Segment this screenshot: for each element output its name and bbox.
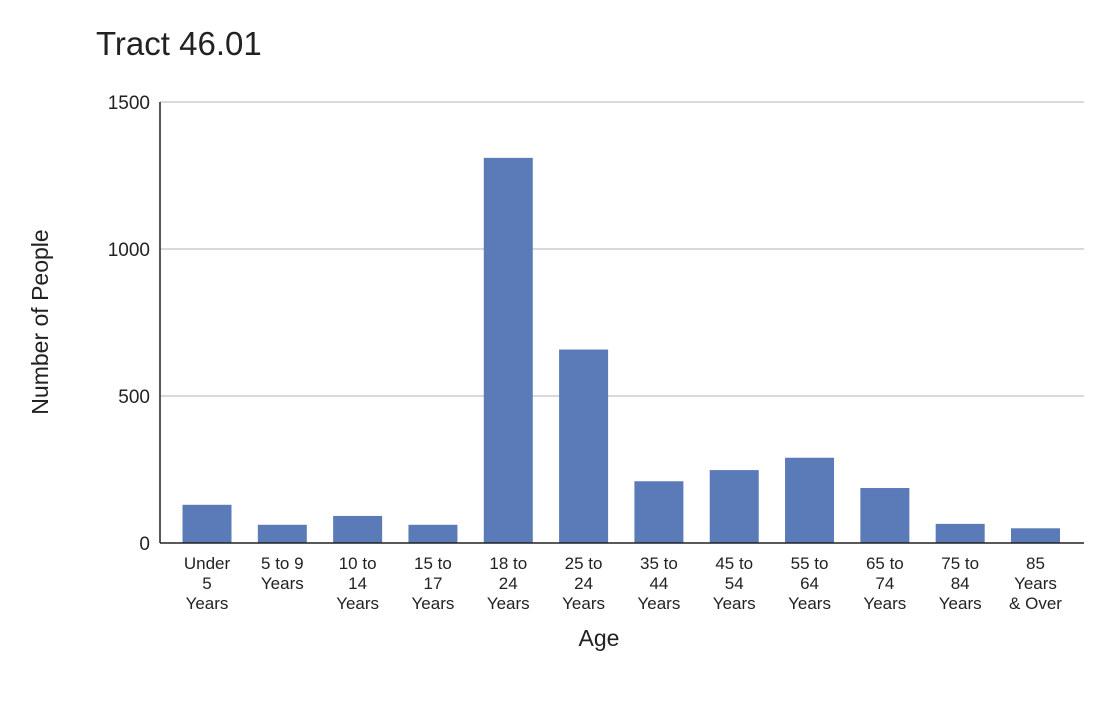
bars xyxy=(182,157,1060,544)
x-category-label: Under 5 Years xyxy=(184,554,231,613)
x-category-label: 25 to 24 Years xyxy=(562,554,605,613)
x-category-label-line: 54 xyxy=(725,574,744,593)
y-tick-label: 500 xyxy=(118,387,150,408)
x-category-label-line: Under xyxy=(184,554,231,573)
x-axis-title: Age xyxy=(579,625,620,651)
x-category-label-line: Years xyxy=(1014,574,1057,593)
x-category-label-line: Years xyxy=(412,594,455,613)
x-category-label-line: Years xyxy=(863,594,906,613)
x-category-label-line: 25 to xyxy=(565,554,603,573)
x-category-label-line: 17 xyxy=(423,574,442,593)
bar xyxy=(408,524,458,543)
x-category-label-line: 15 to xyxy=(414,554,452,573)
x-category-label-line: 45 to xyxy=(715,554,753,573)
x-category-label-line: & Over xyxy=(1009,594,1062,613)
x-category-label-line: 24 xyxy=(499,574,518,593)
x-category-label-line: Years xyxy=(336,594,379,613)
bar xyxy=(785,457,835,543)
x-category-label-line: Years xyxy=(186,594,229,613)
x-category-label-line: 75 to xyxy=(941,554,979,573)
x-category-label-line: Years xyxy=(637,594,680,613)
x-category-label-line: Years xyxy=(261,574,304,593)
x-category-label-line: 84 xyxy=(951,574,970,593)
x-category-label-line: 5 to 9 xyxy=(261,554,304,573)
y-tick-label: 0 xyxy=(139,534,150,555)
x-category-label-line: 5 xyxy=(202,574,211,593)
y-tick-label: 1500 xyxy=(108,93,150,114)
x-category-label: 55 to 64 Years xyxy=(788,554,831,613)
bar xyxy=(182,504,232,543)
x-category-label: 65 to 74 Years xyxy=(863,554,906,613)
x-category-label-line: 44 xyxy=(649,574,668,593)
x-category-label-line: 14 xyxy=(348,574,367,593)
x-category-label-line: 74 xyxy=(875,574,894,593)
y-axis-title: Number of People xyxy=(27,229,53,414)
x-category-label: 15 to 17 Years xyxy=(412,554,455,613)
y-tick-label: 1000 xyxy=(108,240,150,261)
x-category-label-line: Years xyxy=(713,594,756,613)
x-category-label-line: 18 to xyxy=(489,554,527,573)
x-category-label: 85 Years & Over xyxy=(1009,554,1062,613)
x-category-label-line: 65 to xyxy=(866,554,904,573)
bar xyxy=(634,481,684,543)
x-category-label-line: 55 to xyxy=(791,554,829,573)
bar xyxy=(935,523,985,543)
x-category-label: 35 to 44 Years xyxy=(637,554,680,613)
bar xyxy=(257,524,307,543)
x-category-label-line: Years xyxy=(487,594,530,613)
x-category-label-line: 10 to xyxy=(339,554,377,573)
x-category-label: 18 to 24 Years xyxy=(487,554,530,613)
x-category-label-line: 35 to xyxy=(640,554,678,573)
bar xyxy=(483,157,533,544)
y-axis-ticks: 0 500 1000 1500 xyxy=(108,93,150,555)
x-category-label-line: 24 xyxy=(574,574,593,593)
x-category-label: 45 to 54 Years xyxy=(713,554,756,613)
x-category-label-line: 64 xyxy=(800,574,819,593)
x-category-label-line: Years xyxy=(788,594,831,613)
bar xyxy=(860,488,910,543)
x-category-label: 75 to 84 Years xyxy=(939,554,982,613)
x-category-label: 5 to 9 Years xyxy=(261,554,304,593)
x-category-label: 10 to 14 Years xyxy=(336,554,379,613)
bar xyxy=(1011,528,1060,543)
chart-title: Tract 46.01 xyxy=(96,25,262,62)
x-category-label-line: 85 xyxy=(1026,554,1045,573)
bar xyxy=(333,515,383,543)
x-category-label-line: Years xyxy=(562,594,605,613)
gridlines xyxy=(160,101,1084,397)
bar xyxy=(559,349,609,543)
bar xyxy=(709,470,759,543)
x-category-label-line: Years xyxy=(939,594,982,613)
